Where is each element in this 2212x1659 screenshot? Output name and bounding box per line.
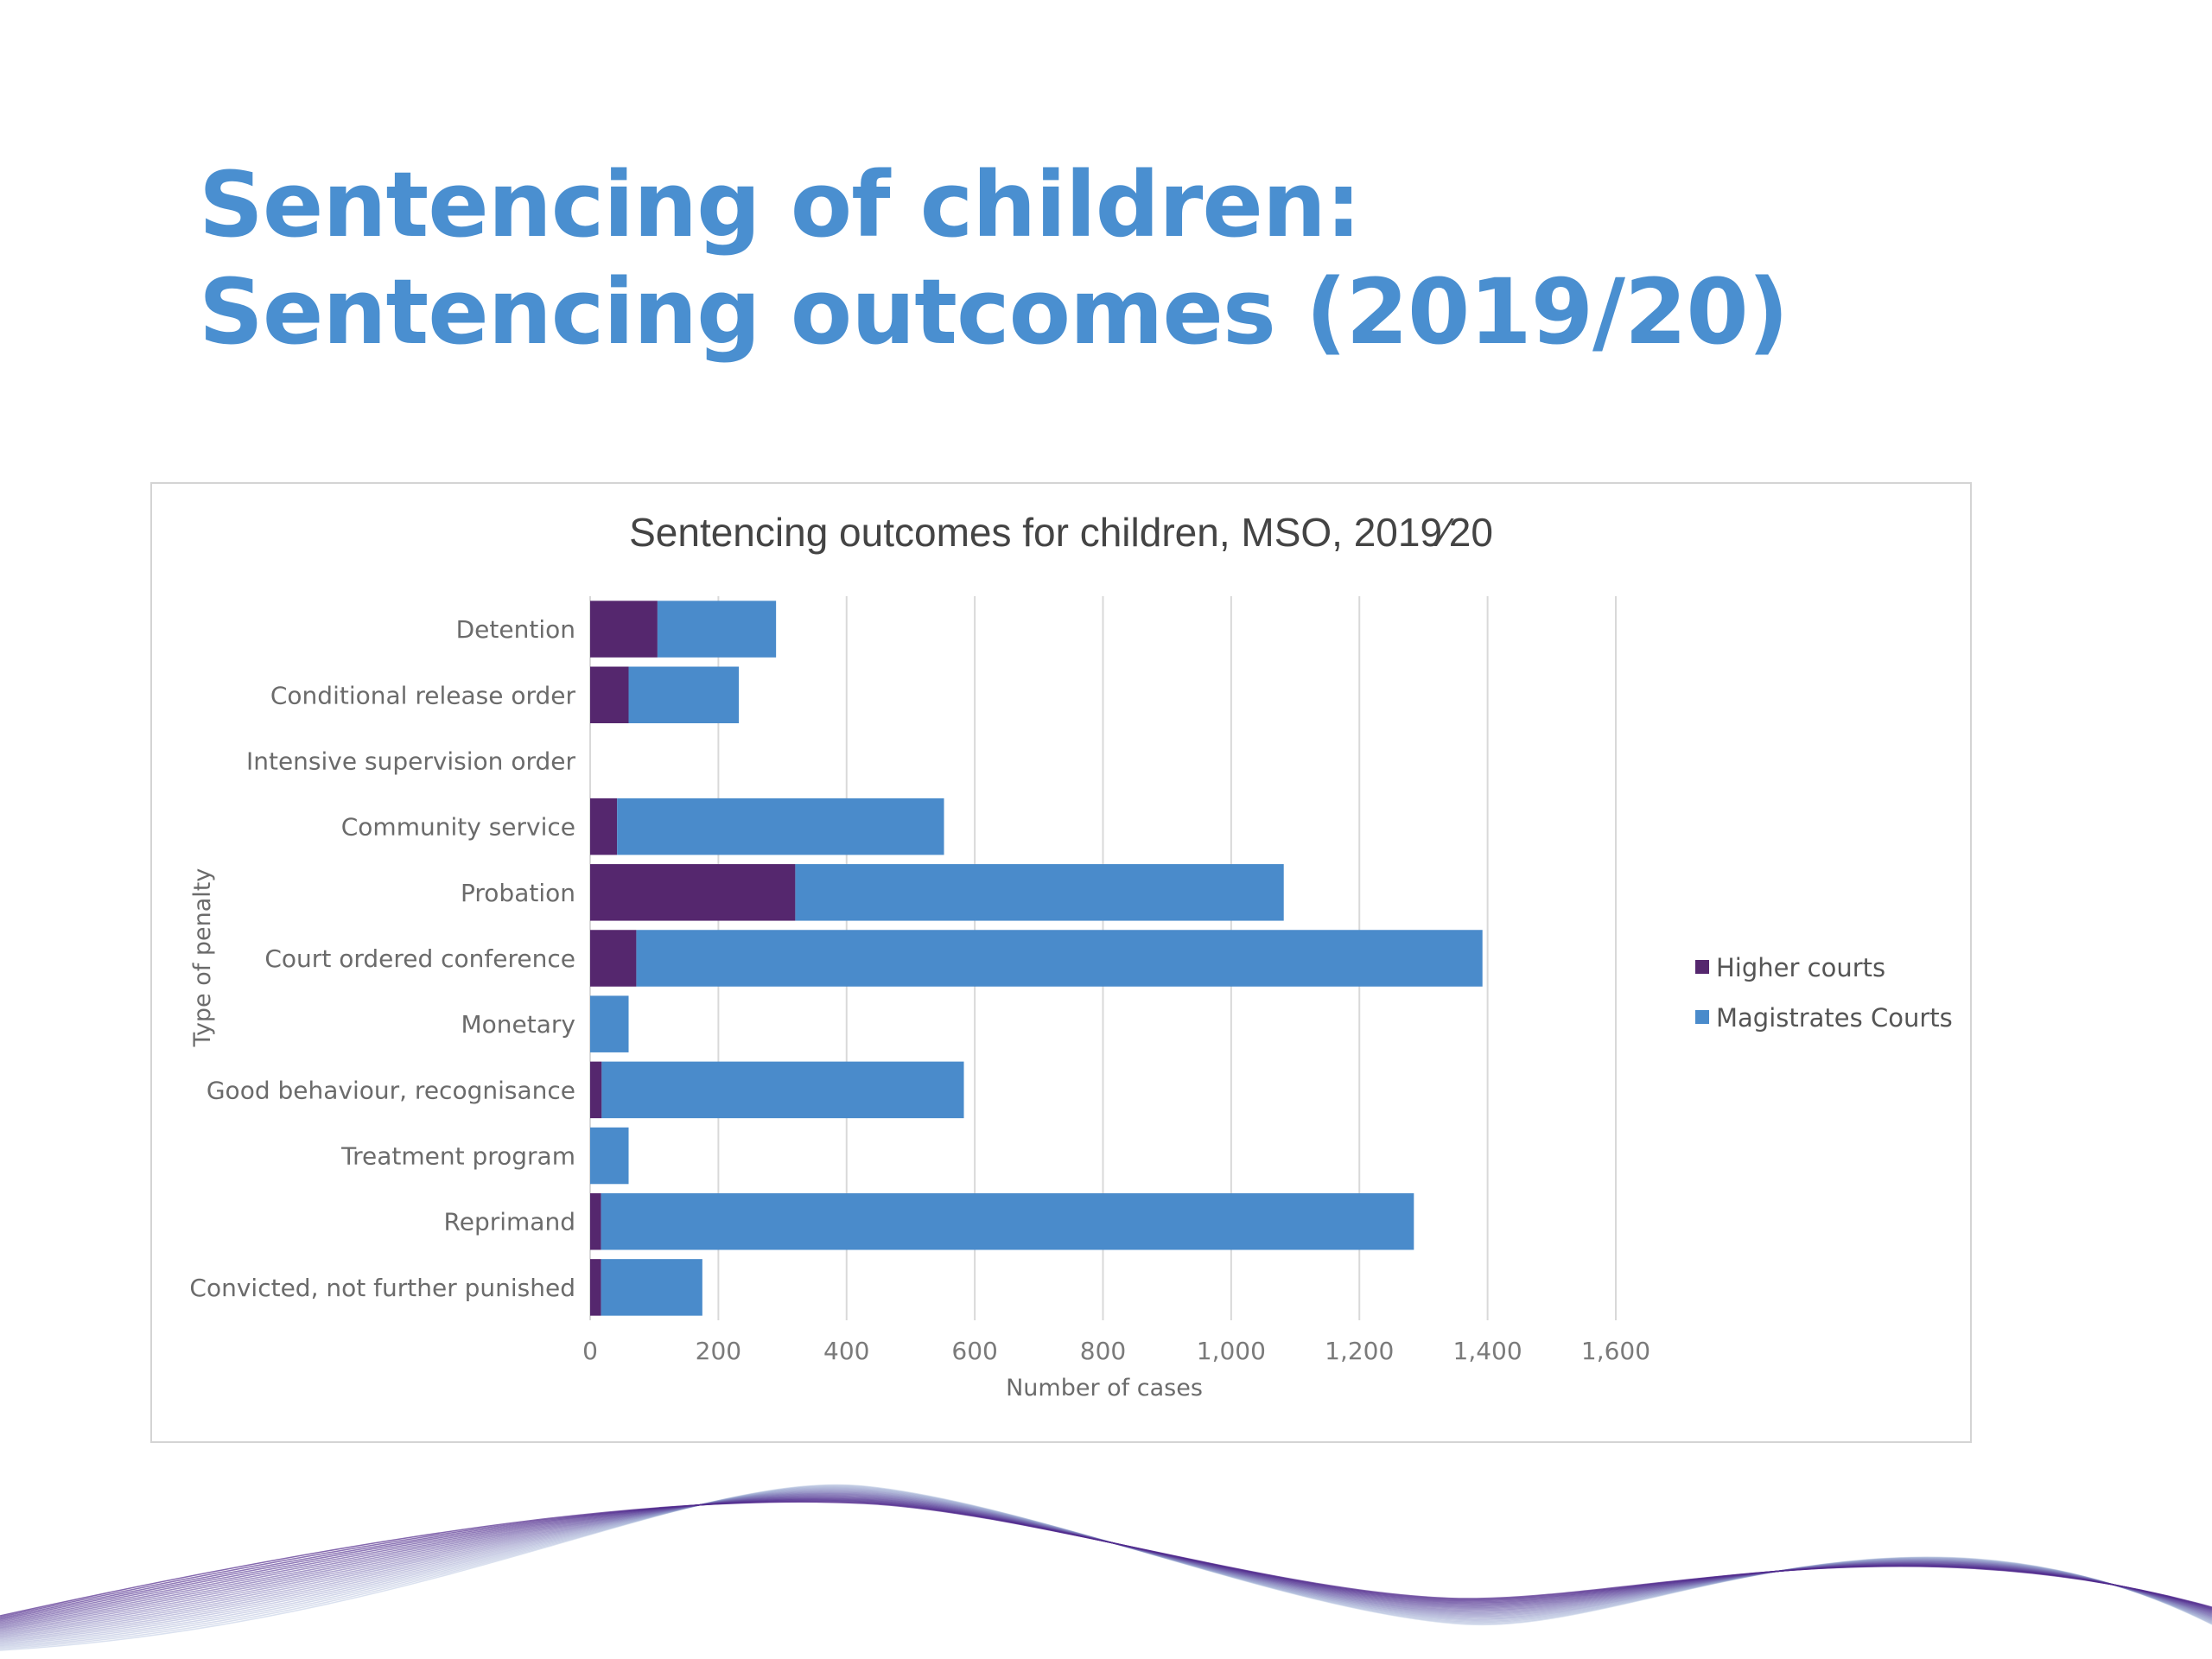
- category-label: Monetary: [461, 1010, 575, 1039]
- category-label: Conditional release order: [270, 681, 576, 709]
- decorative-wave: [0, 1484, 2212, 1651]
- category-label: Court ordered conference: [264, 944, 575, 973]
- bar-higher-courts: [590, 1061, 602, 1119]
- wave-line: [0, 1485, 2212, 1649]
- category-label: Reprimand: [444, 1208, 575, 1236]
- x-tick-label: 200: [696, 1337, 741, 1365]
- category-label: Community service: [341, 813, 575, 842]
- bar-magistrates-courts: [617, 798, 944, 855]
- bar-magistrates-courts: [628, 666, 740, 724]
- chart-svg: Sentencing outcomes for children, MSO, 2…: [189, 510, 1953, 1402]
- x-tick-label: 1,600: [1581, 1337, 1650, 1365]
- x-tick-label: 400: [823, 1337, 869, 1365]
- wave-line: [0, 1484, 2212, 1650]
- legend: Higher courts Magistrates Courts: [1695, 953, 1953, 1033]
- chart-title: Sentencing outcomes for children, MSO, 2…: [629, 510, 1493, 555]
- bar-higher-courts: [590, 1192, 601, 1250]
- x-tick-label: 800: [1080, 1337, 1126, 1365]
- chart-frame: Sentencing outcomes for children, MSO, 2…: [150, 482, 1972, 1443]
- bar-higher-courts: [590, 1259, 601, 1316]
- legend-swatch: [1695, 960, 1709, 974]
- bar-higher-courts: [590, 666, 629, 724]
- bar-higher-courts: [590, 798, 618, 855]
- x-tick-labels: 0 200 400 600 800 1,000 1,200 1,400 1,600: [582, 1337, 1650, 1365]
- slide-title: Sentencing of children: Sentencing outco…: [199, 152, 1789, 365]
- category-label: Treatment program: [340, 1142, 575, 1171]
- category-labels: Detention Conditional release order Intens…: [189, 615, 575, 1302]
- category-label: Good behaviour, recognisance: [207, 1076, 575, 1104]
- bar-higher-courts: [590, 930, 637, 987]
- bar-magistrates-courts: [590, 995, 629, 1052]
- x-axis-title: Number of cases: [1006, 1375, 1203, 1402]
- category-label: Intensive supervision order: [246, 747, 576, 775]
- bar-magistrates-courts: [601, 1192, 1414, 1250]
- wave-line: [0, 1501, 2212, 1617]
- legend-label: Magistrates Courts: [1716, 1003, 1953, 1033]
- x-tick-label: 1,200: [1325, 1337, 1394, 1365]
- bar-magistrates-courts: [601, 1259, 702, 1316]
- category-label: Probation: [461, 879, 575, 907]
- category-label: Detention: [456, 615, 575, 644]
- bar-magistrates-courts: [795, 864, 1284, 921]
- legend-label: Higher courts: [1716, 953, 1885, 982]
- bar-magistrates-courts: [657, 601, 777, 658]
- y-axis-title: Type of penalty: [189, 868, 216, 1048]
- x-tick-label: 1,000: [1197, 1337, 1266, 1365]
- x-tick-label: 600: [951, 1337, 997, 1365]
- bar-magistrates-courts: [601, 1061, 964, 1119]
- x-tick-label: 0: [582, 1337, 598, 1365]
- bar-magistrates-courts: [590, 1127, 629, 1185]
- bar-magistrates-courts: [636, 930, 1483, 987]
- wave-lines: [0, 1484, 2212, 1651]
- category-label: Convicted, not further punished: [189, 1274, 575, 1302]
- bar-higher-courts: [590, 601, 658, 658]
- x-tick-label: 1,400: [1453, 1337, 1522, 1365]
- legend-swatch: [1695, 1010, 1709, 1024]
- wave-line: [0, 1484, 2212, 1651]
- bars: [590, 601, 1483, 1316]
- bar-higher-courts: [590, 864, 796, 921]
